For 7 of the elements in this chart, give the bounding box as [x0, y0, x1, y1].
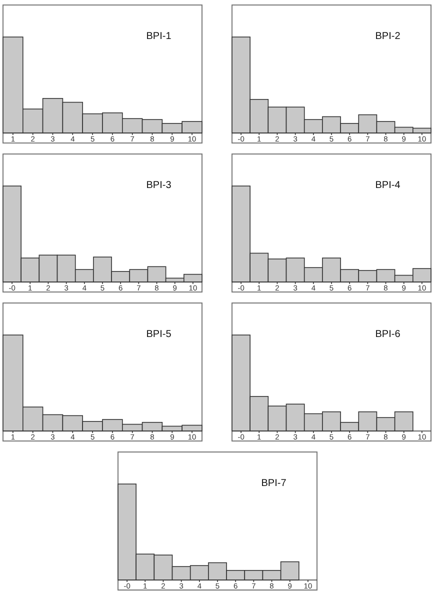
chart-title: BPI-3: [146, 180, 172, 191]
chart-title: BPI-1: [146, 31, 172, 42]
chart-title: BPI-5: [146, 329, 172, 340]
chart-title: BPI-6: [375, 329, 401, 340]
chart-title: BPI-2: [375, 31, 401, 42]
chart-title: BPI-4: [375, 180, 401, 191]
chart-title: BPI-7: [261, 478, 287, 489]
